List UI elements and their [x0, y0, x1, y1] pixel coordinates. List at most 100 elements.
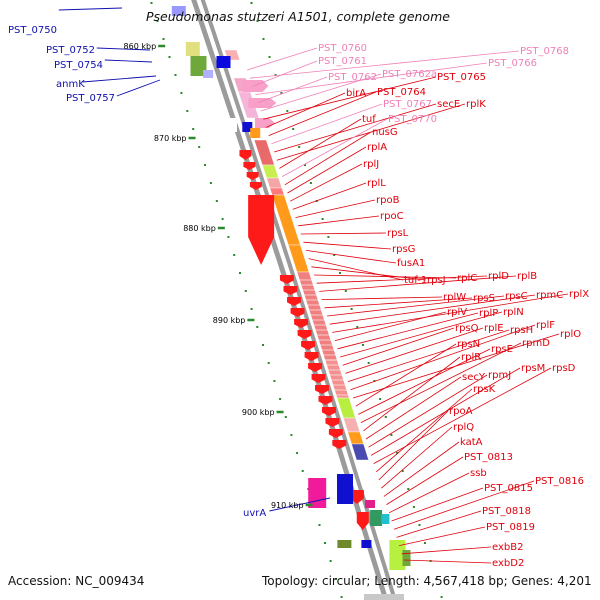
gene-label: rpmJ [488, 370, 511, 381]
gene-block [389, 540, 406, 570]
gene-block [266, 177, 283, 189]
label-leader [401, 546, 492, 555]
gene-block [343, 417, 361, 433]
gene-label: rplV [447, 307, 467, 318]
label-leader [306, 250, 397, 264]
label-leader [355, 343, 457, 407]
gene-block [269, 187, 285, 196]
gene-arrow [297, 330, 312, 339]
label-leader [381, 426, 453, 489]
tick-label: 860 kbp [124, 42, 157, 51]
gene-label: rplF [536, 320, 555, 331]
gene-arrow [248, 98, 277, 108]
gene-label: fusA1 [397, 258, 425, 269]
gene-block [308, 478, 327, 508]
gene-arrow [349, 490, 364, 504]
label-leader [300, 232, 387, 235]
gene-arrow [239, 150, 252, 160]
label-leader [399, 526, 486, 546]
label-leader [269, 497, 331, 512]
label-leader [376, 388, 473, 473]
gene-label: rplL [367, 178, 386, 189]
label-leader [363, 356, 461, 432]
gene-arrow [243, 162, 256, 170]
gene-label: rplN [503, 307, 524, 318]
label-leader [279, 118, 362, 169]
label-leader [324, 297, 473, 309]
gene-label: PST_0766 [488, 58, 537, 69]
gene-block [370, 510, 383, 526]
gene-label: uvrA [243, 508, 266, 519]
label-leader [82, 75, 157, 83]
gene-label: rpsN [457, 339, 480, 350]
label-leader [358, 348, 491, 415]
gene-label: rpsH [510, 325, 533, 336]
gene-label: rpmC [536, 290, 563, 301]
gene-arrow [304, 352, 319, 361]
gene-label: PST_0815 [484, 483, 533, 494]
label-leader [337, 312, 479, 350]
gene-label: PST_0750 [8, 25, 57, 36]
label-leader [329, 294, 536, 325]
gene-label: ssb [470, 468, 487, 479]
label-leader [311, 266, 427, 281]
operon-feature-band [224, 49, 369, 461]
gene-arrow [283, 286, 298, 295]
gene-label: tuf-1 [404, 275, 427, 286]
label-leader [386, 456, 464, 505]
gene-label: rpoB [376, 195, 400, 206]
gene-label: birA [346, 88, 366, 99]
left-dotted-track [150, 2, 343, 598]
gene-label: PST_0752 [46, 45, 95, 56]
label-leader [365, 376, 462, 440]
label-leader [249, 50, 520, 79]
gene-block [365, 500, 375, 508]
gene-label: PST_0813 [464, 452, 513, 463]
gene-arrow [325, 418, 340, 427]
gene-label: rplC [457, 273, 477, 284]
tick-label: 890 kbp [213, 316, 246, 325]
gene-label: PST_0761 [318, 56, 367, 67]
label-leader [396, 510, 482, 538]
gene-label: PST_0819 [486, 522, 535, 533]
reverse-strand-genes [239, 150, 369, 530]
gene-label: PST_0757 [66, 93, 115, 104]
right-gene-labels: PST_0760 PST_0768 PST_0761 PST_0766 PST_0762… [247, 43, 589, 569]
gene-arrow [248, 195, 275, 265]
label-leader [403, 559, 492, 564]
gene-label: rplR [461, 352, 481, 363]
gene-label: tuf [362, 114, 376, 125]
gene-label: rplA [367, 142, 387, 153]
gene-arrow [254, 118, 275, 128]
gene-label: PST_0762a [382, 69, 437, 80]
label-leader [271, 103, 383, 145]
label-leader [368, 374, 488, 448]
gene-arrow [294, 319, 309, 328]
genome-summary-text: Topology: circular; Length: 4,567,418 bp… [262, 574, 592, 588]
gene-block [381, 514, 390, 524]
gene-label: rpsG [392, 244, 415, 255]
gene-arrow [249, 182, 262, 190]
label-leader [373, 367, 552, 464]
label-leader [116, 79, 161, 97]
tick-label: 870 kbp [154, 134, 187, 143]
gene-label: rpsK [473, 384, 496, 395]
left-gene-labels: PST_0750 PST_0752 PST_0754 anmK PST_0757 uvrA [8, 7, 331, 519]
gene-arrow [279, 275, 294, 284]
label-leader [58, 7, 123, 11]
gene-label: PST_0754 [54, 60, 103, 71]
gene-label: exbD2 [492, 558, 524, 569]
gene-label: PST_0762 [328, 72, 377, 83]
gene-label: rplE [484, 323, 504, 334]
gene-label: PST_0767 [383, 99, 432, 110]
gene-block [171, 6, 186, 16]
gene-label: rpoC [380, 211, 404, 222]
gene-label: PST_0760 [318, 43, 367, 54]
map-decorations [150, 0, 443, 600]
label-leader [292, 182, 367, 210]
label-leader [295, 199, 376, 218]
gene-arrow [308, 363, 323, 372]
gene-label: rplJ [363, 159, 379, 170]
gene-block [225, 118, 237, 132]
